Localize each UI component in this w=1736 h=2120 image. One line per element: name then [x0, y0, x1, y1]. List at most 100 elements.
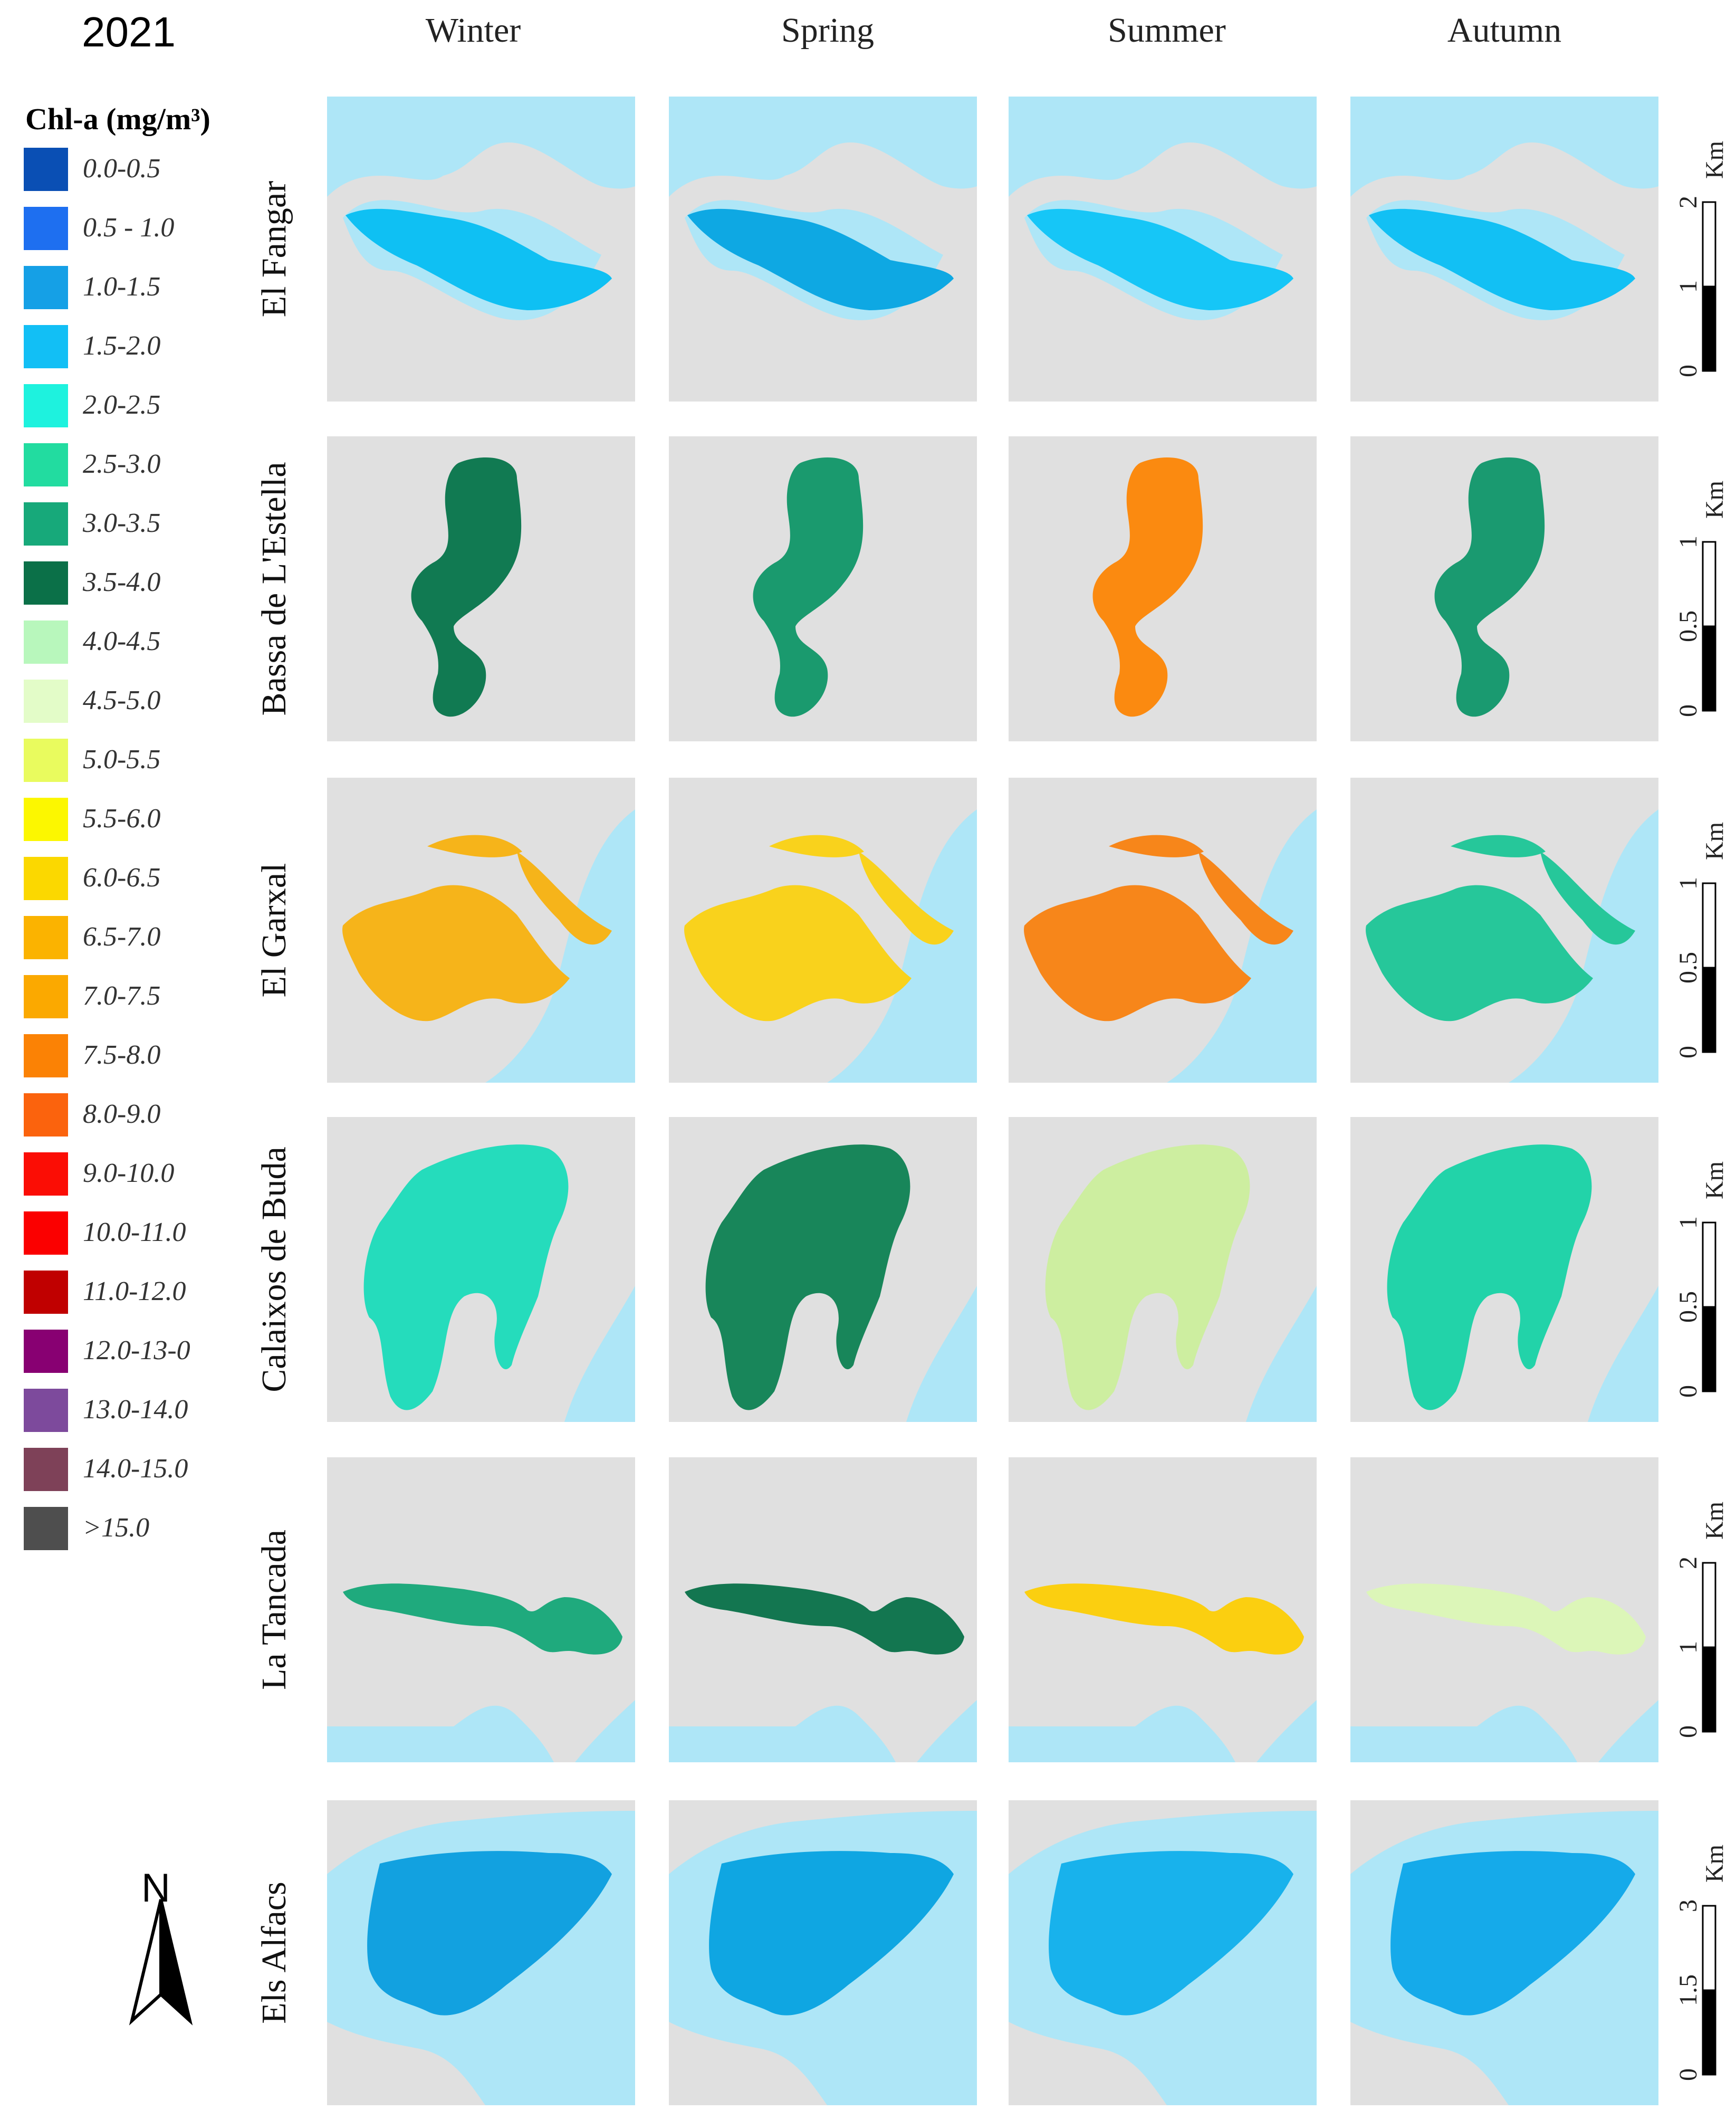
- legend-swatch: [24, 148, 68, 191]
- scale-tick-label: 1: [1674, 280, 1702, 293]
- legend-label: 4.5-5.0: [83, 685, 161, 715]
- legend-item: 3.0-3.5: [24, 502, 235, 550]
- legend-item: 9.0-10.0: [24, 1152, 235, 1200]
- lagoon-chl-a-area: [1390, 1851, 1635, 2016]
- legend-item: 4.0-4.5: [24, 620, 235, 668]
- legend-item: 13.0-14.0: [24, 1389, 235, 1436]
- legend-label: 6.0-6.5: [83, 863, 161, 893]
- land-area: [1009, 1800, 1317, 2105]
- scale-bar: 0 1 2 Km: [1674, 141, 1729, 377]
- legend-swatch: [24, 1389, 68, 1432]
- legend-item: 4.5-5.0: [24, 680, 235, 727]
- map-panel: [327, 1117, 635, 1422]
- legend-label: >15.0: [83, 1513, 150, 1543]
- lagoon-chl-a-area: [1434, 457, 1545, 717]
- lagoon-chl-a-area: [1369, 208, 1635, 310]
- season-header-autumn: Autumn: [1447, 11, 1562, 50]
- scale-unit-label: Km: [1701, 1845, 1729, 1883]
- lagoon-chl-a-area: [367, 1851, 612, 2016]
- north-arrow-icon: [129, 1899, 193, 2026]
- legend-label: 7.0-7.5: [83, 981, 161, 1011]
- scale-tick-label: 1.5: [1674, 1974, 1702, 2006]
- legend-label: 4.0-4.5: [83, 626, 161, 656]
- legend-label: 2.0-2.5: [83, 390, 161, 420]
- legend-item: 14.0-15.0: [24, 1448, 235, 1495]
- scale-tick-label: 1: [1674, 1641, 1702, 1654]
- map-panel: [1350, 778, 1658, 1083]
- season-header-spring: Spring: [781, 11, 875, 50]
- site-label: La Tancada: [255, 1530, 293, 1690]
- lagoon-chl-a-area: [346, 208, 612, 310]
- map-panel: [1350, 1117, 1658, 1422]
- scale-bar-segment: [1702, 882, 1716, 969]
- legend-swatch: [24, 1093, 68, 1137]
- scale-tick-label: 0: [1674, 1385, 1702, 1398]
- lagoon-chl-a-area: [1049, 1851, 1293, 2016]
- legend-swatch: [24, 739, 68, 782]
- legend-label: 1.0-1.5: [83, 272, 161, 302]
- legend-swatch: [24, 207, 68, 250]
- map-panel: [1009, 1117, 1317, 1422]
- legend-swatch: [24, 1507, 68, 1550]
- legend-label: 3.5-4.0: [83, 567, 161, 597]
- scale-bar-segment: [1702, 625, 1716, 712]
- legend-item: >15.0: [24, 1507, 235, 1554]
- legend-item: 1.5-2.0: [24, 325, 235, 373]
- scale-bar-segment: [1702, 1646, 1716, 1733]
- legend-label: 0.5 - 1.0: [83, 213, 175, 243]
- scale-bar-segment: [1702, 1905, 1716, 1991]
- sea-area: [1350, 1700, 1658, 1762]
- lagoon-chl-a-area: [363, 1144, 569, 1410]
- legend-item: 5.0-5.5: [24, 739, 235, 786]
- scale-tick-label: 0: [1674, 2068, 1702, 2081]
- legend-swatch: [24, 384, 68, 427]
- land-area: [1350, 1800, 1658, 2105]
- map-panel: [327, 97, 635, 402]
- legend-item: 11.0-12.0: [24, 1271, 235, 1318]
- legend-title: Chl-a (mg/m³): [25, 101, 210, 137]
- scale-tick-label: 0: [1674, 365, 1702, 377]
- scale-tick-label: 0: [1674, 704, 1702, 717]
- scale-tick-label: 0: [1674, 1725, 1702, 1738]
- map-panel: [327, 436, 635, 741]
- map-panel: [1350, 1457, 1658, 1762]
- sea-area: [669, 1700, 977, 1762]
- scale-tick-label: 1: [1674, 536, 1702, 548]
- scale-bar: 0 0.5 1 Km: [1674, 822, 1729, 1058]
- legend-label: 2.5-3.0: [83, 449, 161, 479]
- legend-item: 1.0-1.5: [24, 266, 235, 313]
- legend-swatch: [24, 916, 68, 959]
- legend-item: 10.0-11.0: [24, 1211, 235, 1259]
- legend-swatch: [24, 620, 68, 664]
- scale-bar: 0 0.5 1 Km: [1674, 1161, 1729, 1398]
- scale-bar-segment: [1702, 1989, 1716, 2076]
- scale-unit-label: Km: [1701, 822, 1729, 860]
- lagoon-chl-a-area: [687, 208, 954, 310]
- site-label: Calaixos de Buda: [255, 1147, 293, 1392]
- lagoon-chl-a-area: [705, 1144, 910, 1410]
- legend-label: 6.5-7.0: [83, 922, 161, 952]
- lagoon-chl-a-area: [1024, 1583, 1304, 1655]
- legend-item: 7.5-8.0: [24, 1034, 235, 1082]
- scale-tick-label: 0: [1674, 1046, 1702, 1058]
- legend-label: 9.0-10.0: [83, 1158, 175, 1188]
- legend-swatch: [24, 502, 68, 546]
- map-panel: [669, 436, 977, 741]
- lagoon-chl-a-area: [685, 1583, 964, 1655]
- map-panel: [327, 1800, 635, 2105]
- legend-label: 13.0-14.0: [83, 1395, 188, 1425]
- site-label: El Fangar: [255, 180, 293, 318]
- legend-label: 5.5-6.0: [83, 804, 161, 834]
- legend-item: 2.0-2.5: [24, 384, 235, 432]
- legend-swatch: [24, 975, 68, 1018]
- scale-tick-label: 0.5: [1674, 610, 1702, 642]
- scale-bar-segment: [1702, 967, 1716, 1053]
- legend-label: 1.5-2.0: [83, 331, 161, 361]
- legend-item: 6.0-6.5: [24, 857, 235, 904]
- scale-unit-label: Km: [1701, 1502, 1729, 1540]
- legend-item: 7.0-7.5: [24, 975, 235, 1023]
- scale-tick-label: 1: [1674, 877, 1702, 890]
- legend-label: 12.0-13-0: [83, 1335, 190, 1365]
- scale-tick-label: 2: [1674, 196, 1702, 208]
- legend-swatch: [24, 443, 68, 486]
